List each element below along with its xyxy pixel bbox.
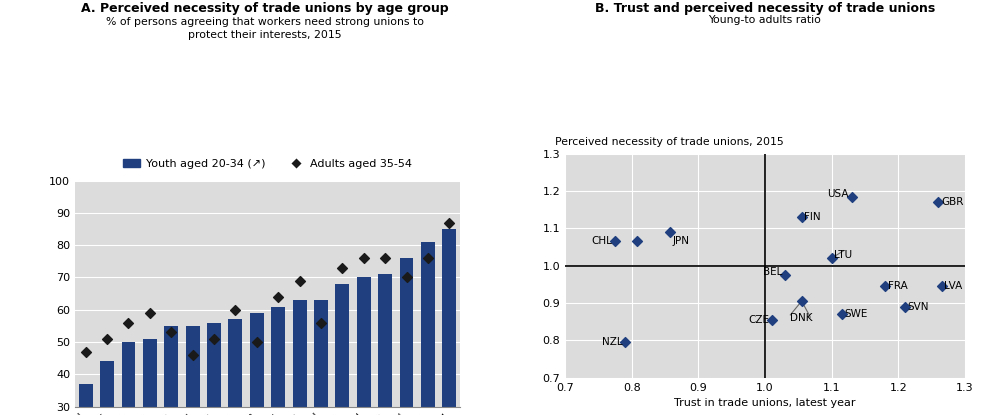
Point — [930, 199, 946, 205]
Point — [120, 320, 136, 326]
Bar — [122, 342, 135, 415]
Bar — [207, 323, 221, 415]
Point — [441, 219, 457, 226]
Point — [617, 339, 633, 345]
Point — [897, 303, 913, 310]
Point — [249, 339, 265, 345]
Point — [420, 255, 436, 261]
Point — [356, 255, 372, 261]
Legend: Youth aged 20-34 (↗), Adults aged 35-54: Youth aged 20-34 (↗), Adults aged 35-54 — [119, 155, 416, 173]
Point — [662, 229, 678, 235]
Bar — [271, 307, 285, 415]
Point — [206, 335, 222, 342]
Text: B. Trust and perceived necessity of trade unions: B. Trust and perceived necessity of trad… — [595, 2, 935, 15]
Point — [607, 238, 623, 245]
Text: SVN: SVN — [908, 302, 929, 312]
Point — [313, 320, 329, 326]
Text: SWE: SWE — [844, 309, 868, 319]
Point — [163, 329, 179, 336]
Text: NZL: NZL — [602, 337, 622, 347]
X-axis label: Trust in trade unions, latest year: Trust in trade unions, latest year — [674, 398, 856, 408]
Point — [185, 352, 201, 358]
Point — [377, 255, 393, 261]
Bar — [186, 326, 200, 415]
Text: % of persons agreeing that workers need strong unions to
protect their interests: % of persons agreeing that workers need … — [106, 17, 424, 40]
Point — [334, 264, 350, 271]
Point — [877, 283, 893, 290]
Text: USA: USA — [827, 188, 849, 198]
Text: Young-to adults ratio: Young-to adults ratio — [709, 15, 821, 25]
Point — [99, 335, 115, 342]
Bar — [164, 326, 178, 415]
Point — [764, 317, 780, 323]
Point — [292, 277, 308, 284]
Bar — [378, 274, 392, 415]
Bar — [143, 339, 157, 415]
Bar — [228, 320, 242, 415]
Point — [934, 283, 950, 290]
Bar — [314, 300, 328, 415]
Text: A. Perceived necessity of trade unions by age group: A. Perceived necessity of trade unions b… — [81, 2, 449, 15]
Bar — [335, 284, 349, 415]
Point — [399, 274, 415, 281]
Point — [794, 298, 810, 305]
Bar — [400, 258, 413, 415]
Point — [777, 272, 793, 278]
Text: LTU: LTU — [834, 250, 852, 260]
Text: CZE: CZE — [748, 315, 769, 325]
Bar — [250, 313, 264, 415]
Bar — [357, 278, 371, 415]
Text: GBR: GBR — [941, 197, 963, 207]
Bar — [293, 300, 307, 415]
Point — [844, 193, 860, 200]
Text: FRA: FRA — [888, 281, 907, 291]
Text: FIN: FIN — [804, 212, 821, 222]
Text: DNK: DNK — [790, 313, 813, 323]
Text: CHL: CHL — [591, 236, 612, 247]
Point — [794, 214, 810, 220]
Point — [824, 255, 840, 261]
Text: BEL: BEL — [763, 267, 782, 277]
Point — [142, 310, 158, 316]
Point — [227, 306, 243, 313]
Bar — [100, 361, 114, 415]
Point — [834, 311, 850, 317]
Text: JPN: JPN — [673, 236, 690, 247]
Bar — [421, 242, 435, 415]
Bar — [442, 229, 456, 415]
Text: Perceived necessity of trade unions, 2015: Perceived necessity of trade unions, 201… — [555, 137, 784, 147]
Point — [78, 349, 94, 355]
Point — [629, 238, 645, 245]
Text: LVA: LVA — [944, 281, 963, 291]
Bar — [79, 384, 93, 415]
Point — [270, 293, 286, 300]
